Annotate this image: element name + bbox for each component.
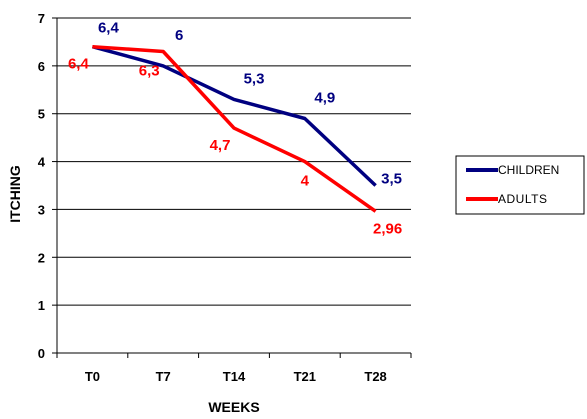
x-tick-label: T28 bbox=[364, 369, 386, 384]
legend-label-children: CHILDREN bbox=[498, 163, 559, 177]
x-axis-title: WEEKS bbox=[208, 399, 259, 415]
data-labels: 6,4 6 5,3 4,9 3,5 6,4 6,3 4,7 4 2,96 bbox=[68, 20, 402, 238]
series-lines bbox=[91, 44, 377, 213]
data-label-adults: 2,96 bbox=[373, 220, 402, 237]
x-tick-label: T7 bbox=[156, 369, 171, 384]
legend-label-adults: ADULTS bbox=[498, 192, 547, 206]
x-tick-labels: T0 T7 T14 T21 T28 bbox=[85, 369, 387, 384]
legend-box bbox=[455, 155, 585, 215]
y-tick-label: 4 bbox=[38, 155, 46, 170]
data-label-adults: 6,3 bbox=[139, 63, 160, 80]
data-label-children: 6,4 bbox=[98, 20, 120, 37]
legend: CHILDREN ADULTS bbox=[455, 155, 585, 215]
series-line-children bbox=[91, 45, 377, 187]
data-label-children: 6 bbox=[175, 27, 183, 44]
axes bbox=[56, 18, 411, 354]
y-tick-label: 2 bbox=[38, 250, 45, 265]
y-tick-label: 6 bbox=[38, 59, 45, 74]
y-axis-title: ITCHING bbox=[7, 165, 23, 223]
x-tick-label: T21 bbox=[294, 369, 316, 384]
y-tick-label: 3 bbox=[38, 202, 45, 217]
y-tick-label: 0 bbox=[38, 346, 45, 361]
series-line-adults bbox=[92, 44, 377, 213]
y-tick-label: 5 bbox=[38, 107, 45, 122]
x-tick-label: T0 bbox=[85, 369, 100, 384]
data-label-children: 4,9 bbox=[314, 90, 335, 107]
data-label-adults: 4,7 bbox=[210, 137, 231, 154]
gridlines bbox=[52, 17, 412, 358]
data-label-adults: 6,4 bbox=[68, 56, 90, 73]
data-label-children: 3,5 bbox=[381, 171, 402, 188]
data-label-adults: 4 bbox=[301, 173, 310, 190]
x-tick-label: T14 bbox=[223, 369, 246, 384]
y-tick-label: 1 bbox=[38, 298, 45, 313]
data-label-children: 5,3 bbox=[244, 70, 265, 87]
y-tick-label: 7 bbox=[38, 11, 45, 26]
y-tick-labels: 0 1 2 3 4 5 6 7 bbox=[38, 11, 46, 361]
